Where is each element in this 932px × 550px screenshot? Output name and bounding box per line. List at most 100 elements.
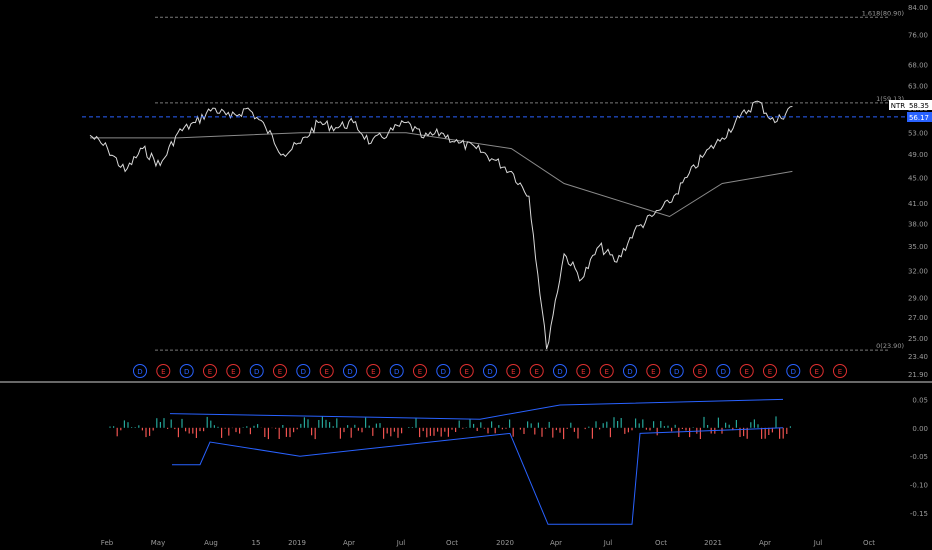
earnings-marker [693,364,707,378]
dividend-marker [249,364,264,378]
event-marker-label: D [791,368,796,376]
price-tick-label: 84.00 [908,4,928,12]
dividend-marker [716,364,731,378]
price-tick-label: 29.00 [908,294,928,302]
fib-level-label: 1(59.13) [876,95,904,103]
event-marker-label: D [137,368,142,376]
event-marker-label: E [464,368,468,376]
moving-average-line [90,132,793,218]
time-axis: Feb May Aug 15 2019 Apr Jul Oct 2020 Apr Jul Oct 202… [101,539,876,547]
time-tick-label: Jul [396,539,406,547]
earnings-marker [413,364,427,378]
dividend-marker [389,364,404,378]
lower-band [172,427,784,525]
earnings-marker [809,364,824,378]
last-price-label: 58.35 [909,102,929,110]
price-tick-label: 45.00 [908,174,928,182]
earnings-marker [763,364,777,378]
event-marker-label: D [557,368,562,376]
oscillator-pane [109,398,792,525]
event-marker-label: E [231,368,235,376]
time-tick-label: Apr [550,539,562,547]
dividend-marker [786,364,801,378]
dividend-marker [133,364,147,378]
price-tick-label: 68.00 [908,62,928,70]
event-marker-label: E [604,368,608,376]
price-tick-label: 35.00 [908,243,928,251]
time-tick-label: Jul [603,539,613,547]
event-marker-label: E [161,368,165,376]
osc-tick-label: 0.05 [912,396,928,404]
earnings-marker [226,364,241,378]
event-marker-label: E [814,368,818,376]
price-series [89,100,793,350]
event-marker-label: E [651,368,655,376]
fibonacci-levels: 1.618(80.90) 1(59.13) 0(23.90) [155,9,904,351]
time-tick-label: May [151,539,165,547]
price-tick-label: 38.00 [908,221,928,229]
event-marker-label: D [487,368,492,376]
time-tick-label: 2021 [704,539,722,547]
event-marker-label: E [744,368,748,376]
price-tick-label: 23.40 [908,353,928,361]
time-tick-label: Oct [655,539,667,547]
time-tick-label: 15 [252,539,261,547]
dividend-marker [296,364,311,378]
time-tick-label: Jul [813,539,823,547]
dividend-marker [343,364,357,378]
event-marker-label: E [418,368,422,376]
earnings-marker [739,364,754,378]
event-marker-label: D [441,368,446,376]
event-marker-label: D [254,368,259,376]
osc-tick-label: -0.15 [910,510,928,518]
dividend-marker [483,364,497,378]
event-marker-label: E [278,368,282,376]
dividend-marker [623,364,637,378]
price-axis: 84.0076.0068.0063.0058.0053.0049.0045.00… [908,4,928,379]
time-tick-label: Feb [101,539,114,547]
time-tick-label: Apr [343,539,355,547]
symbol-label: NTR [891,102,906,110]
earnings-marker [506,364,521,378]
dividend-marker [669,364,684,378]
symbol-price-tag: NTR 58.35 56.17 [889,100,932,122]
fib-level-label: 0(23.90) [876,342,904,350]
time-tick-label: 2020 [496,539,514,547]
osc-tick-label: -0.05 [910,453,928,461]
osc-tick-label: 0.00 [912,425,928,433]
event-marker-label: D [394,368,399,376]
event-marker-label: E [768,368,772,376]
moving-averages [90,132,793,218]
oscillator-axis: 0.05 0.00 -0.05 -0.10 -0.15 [910,396,928,518]
price-tick-label: 25.00 [908,335,928,343]
dividend-marker [553,364,567,378]
price-tick-label: 21.90 [908,371,928,379]
price-tick-label: 63.00 [908,83,928,91]
event-marker-label: D [674,368,679,376]
event-marker-label: D [347,368,352,376]
price-tick-label: 41.00 [908,200,928,208]
earnings-marker [273,364,287,378]
event-marker-label: D [721,368,726,376]
time-tick-label: Apr [759,539,771,547]
earnings-marker [156,364,171,378]
earnings-marker [459,364,474,378]
event-marker-label: E [324,368,328,376]
price-tick-label: 49.00 [908,151,928,159]
earnings-marker [203,364,217,378]
earnings-marker [529,364,544,378]
price-line [89,100,793,350]
earnings-marker [646,364,661,378]
event-marker-label: E [511,368,515,376]
event-marker-label: E [698,368,702,376]
event-marker-label: E [581,368,585,376]
earnings-marker [833,364,847,378]
price-tick-label: 32.00 [908,267,928,275]
event-marker-label: D [627,368,632,376]
last-price-box [907,100,932,110]
osc-tick-label: -0.10 [910,482,928,490]
event-marker-label: E [534,368,538,376]
event-marker-label: E [838,368,842,376]
